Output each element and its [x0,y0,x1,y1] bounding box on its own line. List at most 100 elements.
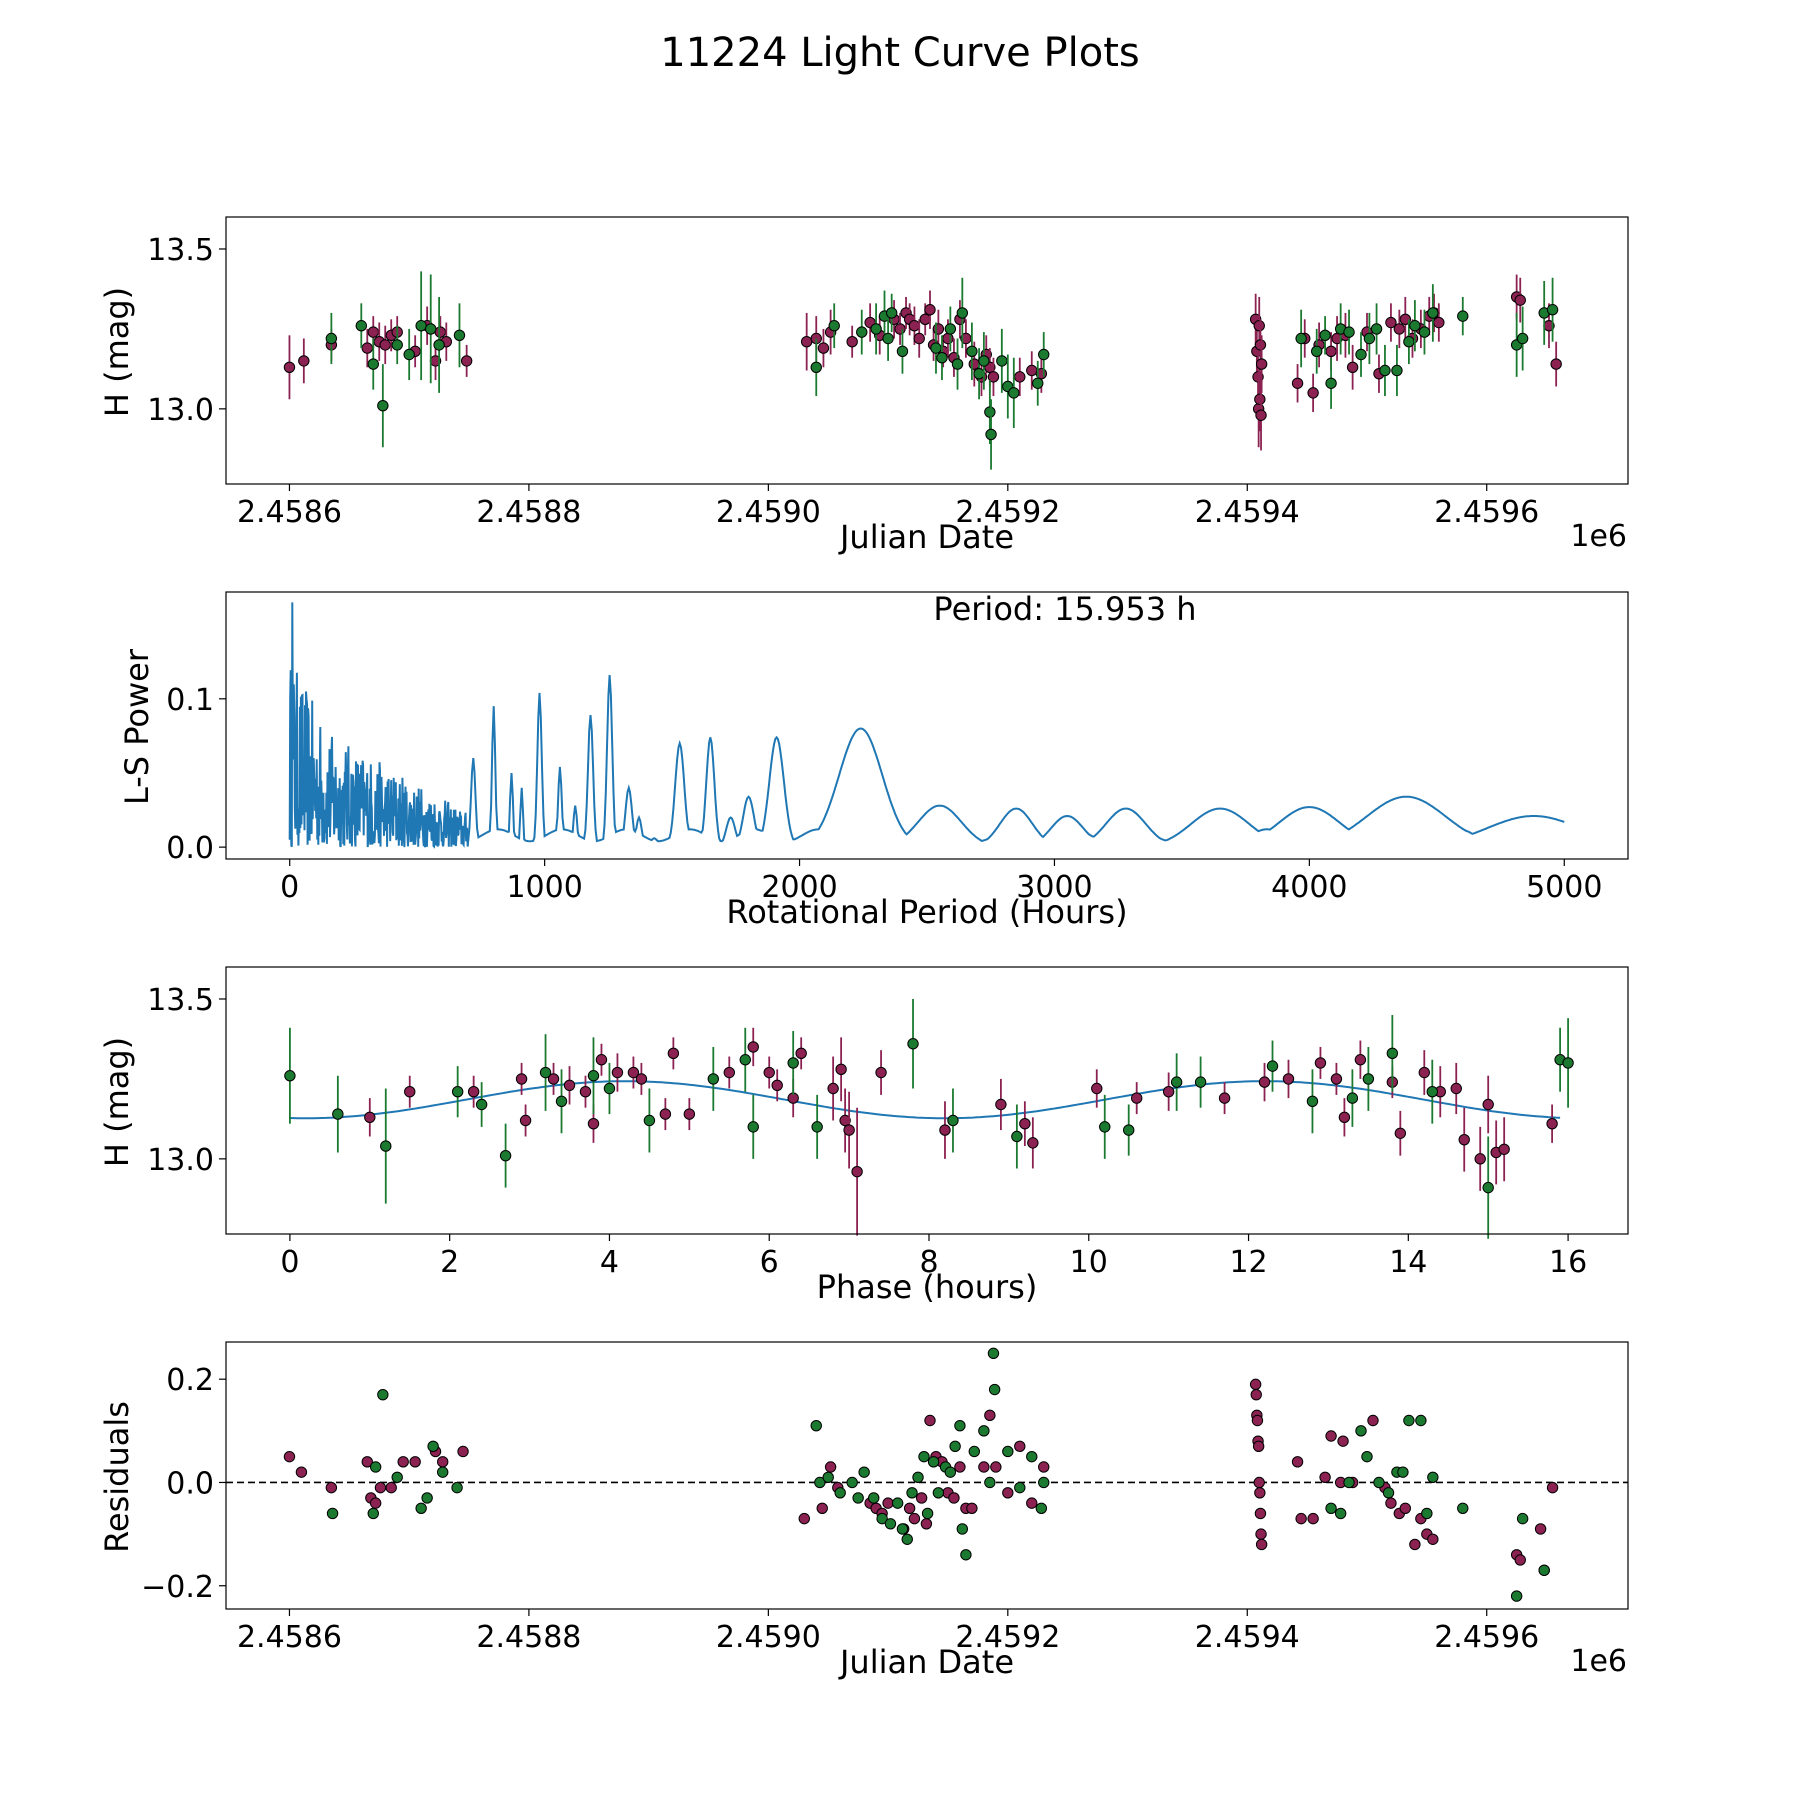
data-point [1415,1414,1427,1427]
x-tick-label: 2.4590 [716,495,821,530]
data-point [1367,1414,1379,1427]
data-point [1458,1133,1470,1146]
data-point [1099,1121,1111,1133]
data-point [822,1471,834,1484]
data-point [1399,1502,1412,1514]
data-point [391,1471,403,1484]
data-point [896,345,909,357]
data-point [949,1440,961,1453]
plot-area [226,1347,1628,1602]
data-point [364,1111,376,1123]
data-point [1418,1066,1430,1079]
data-point [1291,1456,1304,1468]
series-filter-b [325,271,1559,470]
data-point [1343,326,1355,338]
data-point [1355,348,1367,361]
y-tick-label: 0.0 [166,1466,214,1501]
data-point [1282,1073,1295,1085]
data-point [918,1450,930,1463]
data-point [978,1461,990,1473]
data-point [966,1502,978,1514]
data-point [1123,1124,1135,1136]
data-point [433,339,445,351]
data-point [453,329,466,342]
data-point [973,367,985,380]
data-point [919,313,931,326]
x-tick-label: 3000 [1016,870,1092,905]
data-point [377,399,389,412]
data-point [635,1073,648,1085]
data-point [1385,1497,1397,1509]
data-point [369,1497,382,1509]
data-point [1409,320,1421,332]
data-point [884,1518,897,1530]
data-point [295,1466,308,1478]
data-point [1418,326,1431,338]
data-point [827,1082,839,1095]
data-point [1014,371,1026,383]
x-offset-label: 1e6 [1570,519,1627,554]
data-point [891,1497,904,1509]
data-point [811,1121,823,1133]
data-point [643,1114,656,1127]
data-point [810,361,822,373]
y-tick-label: 0.0 [166,831,214,866]
data-point [437,1456,449,1468]
data-point [930,342,942,354]
data-point [1382,1487,1395,1499]
periodogram-line [288,602,1565,849]
x-tick-label: 1000 [506,870,582,905]
data-point [1170,1076,1183,1088]
data-point [954,1419,966,1432]
data-point [325,1481,338,1494]
x-tick-label: 6 [760,1245,779,1280]
data-point [1011,1130,1023,1143]
x-tick-label: 2.4588 [476,495,581,530]
data-point [1409,1538,1421,1551]
data-point [1474,1153,1486,1165]
data-point [834,1487,846,1499]
data-point [326,1507,339,1520]
data-point [391,339,403,351]
data-point [467,1086,480,1098]
data-point [882,1497,894,1509]
data-point [1403,1414,1415,1427]
data-point [908,1512,921,1525]
data-point [595,1054,608,1066]
data-point [1338,1111,1351,1123]
data-point [1307,387,1319,399]
data-point [1427,1533,1439,1545]
data-point [1457,310,1469,322]
data-point [284,1070,296,1082]
data-point [1516,1512,1529,1525]
data-point [990,1461,1002,1473]
data-point [951,358,964,370]
light-curve-panel: Julian Date H (mag) 1e6 2.4586 2.4588 2.45… [98,216,1629,556]
data-point [1253,1476,1265,1489]
data-point [1457,1502,1469,1514]
axes-frame [225,591,1629,860]
x-tick-label: 16 [1549,1245,1587,1280]
axes-frame [225,966,1629,1235]
data-point [367,358,379,370]
data-point [856,326,868,338]
data-point [795,1047,807,1060]
data-point [1325,1430,1337,1442]
data-point [913,332,925,345]
data-point [1343,1476,1355,1489]
data-point [1386,1047,1399,1060]
x-offset-label: 1e6 [1570,1644,1627,1679]
y-tick-label: 0.2 [166,1363,214,1398]
data-point [499,1149,512,1162]
y-tick-label: 13.0 [147,1143,214,1178]
data-point [876,1512,888,1525]
data-point [956,307,969,319]
data-point [835,1063,847,1076]
data-point [868,1492,880,1504]
data-point [1255,1528,1267,1540]
data-point [1266,1060,1279,1072]
data-point [1002,1487,1014,1499]
data-point [1038,1461,1050,1473]
data-point [901,1533,913,1545]
data-point [1370,323,1383,335]
